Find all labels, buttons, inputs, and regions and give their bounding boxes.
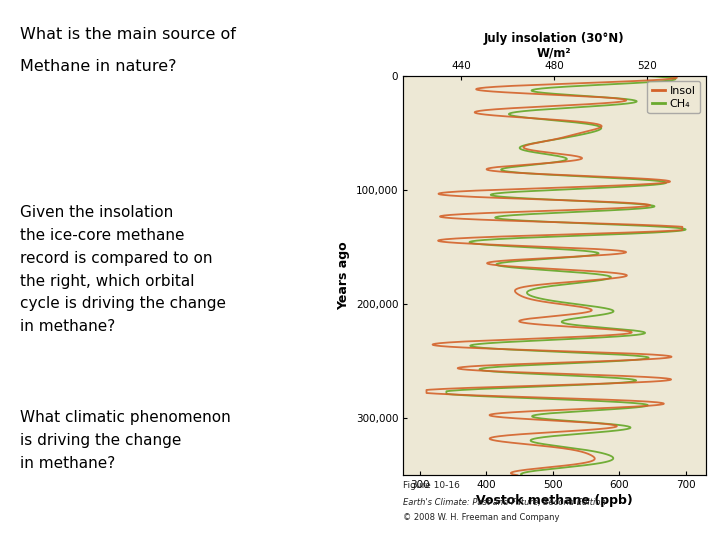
Text: Figure 10-16: Figure 10-16 xyxy=(403,481,460,490)
Text: © 2008 W. H. Freeman and Company: © 2008 W. H. Freeman and Company xyxy=(403,513,559,522)
Legend: Insol, CH₄: Insol, CH₄ xyxy=(647,81,700,113)
X-axis label: July insolation (30°N)
W/m²: July insolation (30°N) W/m² xyxy=(484,31,625,59)
Text: Given the insolation
the ice-core methane
record is compared to on
the right, wh: Given the insolation the ice-core methan… xyxy=(20,205,226,334)
X-axis label: Vostok methane (ppb): Vostok methane (ppb) xyxy=(476,494,633,507)
Text: What is the main source of: What is the main source of xyxy=(20,27,236,42)
Y-axis label: Years ago: Years ago xyxy=(337,241,351,310)
Text: Earth's Climate: Past and Future, Second Edition: Earth's Climate: Past and Future, Second… xyxy=(403,498,606,507)
Text: Methane in nature?: Methane in nature? xyxy=(20,59,176,75)
Text: What climatic phenomenon
is driving the change
in methane?: What climatic phenomenon is driving the … xyxy=(20,410,231,471)
